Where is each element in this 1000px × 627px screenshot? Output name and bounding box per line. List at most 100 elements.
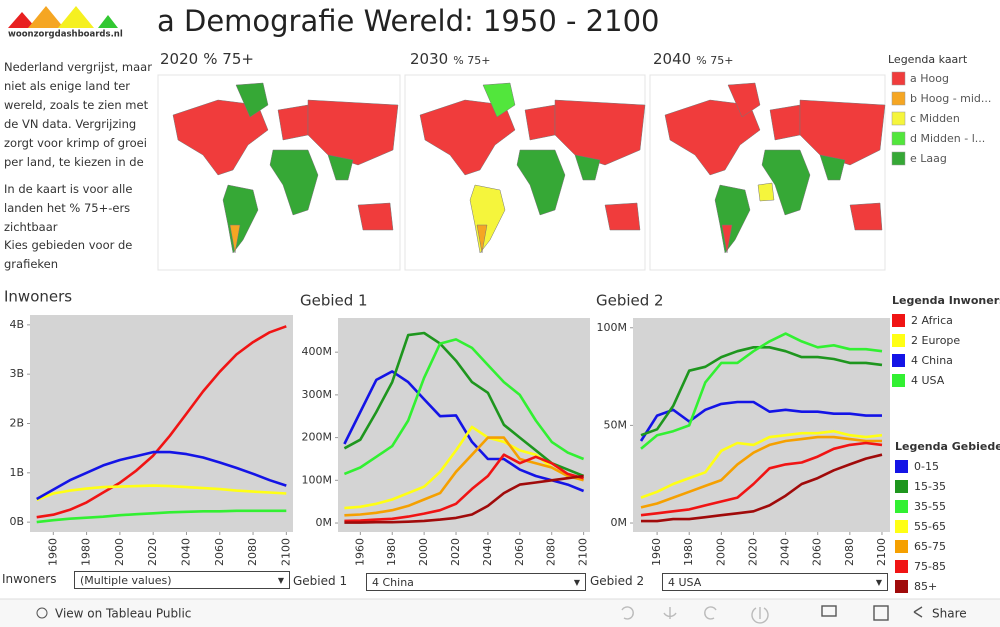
legend-swatch (891, 131, 906, 146)
download[interactable] (821, 605, 837, 617)
legend-label: 0-15 (914, 460, 939, 473)
x-tick-label: 2100 (577, 538, 590, 566)
legend-swatch (891, 111, 906, 126)
intro-text: In de kaart is voor alle landen het % 75… (4, 182, 133, 234)
refresh[interactable] (751, 607, 769, 624)
filter-label: Gebied 1 (293, 574, 348, 588)
legend-swatch (892, 374, 905, 387)
map-metric: % 75+ (203, 50, 254, 68)
filter-label: Gebied 2 (590, 574, 645, 588)
legend-label: 65-75 (914, 540, 946, 553)
share-icon[interactable] (913, 606, 923, 618)
legend-label: b Hoog - mid... (910, 92, 991, 105)
legend-swatch (892, 354, 905, 367)
x-tick-label: 2020 (449, 538, 462, 566)
plot-area (338, 318, 590, 532)
toolbar (0, 599, 1000, 627)
series-line (640, 429, 883, 499)
legend-label: e Laag (910, 152, 947, 165)
y-tick-label: 4B (9, 318, 24, 331)
legend-swatch (891, 71, 906, 86)
series-line (344, 436, 584, 517)
series-line (344, 453, 584, 523)
revert[interactable] (663, 607, 677, 619)
y-tick-label: 100M (597, 321, 628, 334)
view-link[interactable]: View on Tableau Public (55, 607, 191, 621)
legend-label: d Midden - l... (910, 132, 985, 145)
y-tick-label: 2B (9, 417, 24, 430)
x-tick-label: 2100 (279, 538, 292, 566)
y-tick-label: 100M (302, 473, 333, 486)
map-title: 2020 % 75+ (160, 49, 254, 68)
legend-swatch (895, 500, 908, 513)
y-tick-label: 200M (302, 431, 333, 444)
map-title: 2040 % 75+ (653, 49, 733, 68)
filter-dropdown[interactable]: 4 USA (662, 573, 888, 592)
legend-label: 2 Europe (911, 334, 960, 347)
y-tick-label: 400M (302, 345, 333, 358)
x-tick-label: 1980 (682, 538, 695, 566)
legend-swatch (895, 560, 908, 573)
legend-swatch (892, 314, 905, 327)
y-tick-label: 3B (9, 367, 24, 380)
x-tick-label: 2060 (513, 538, 526, 566)
legend-swatch (895, 520, 908, 533)
series-line (343, 370, 585, 493)
series-line (343, 331, 585, 478)
series-line (36, 450, 287, 501)
map-year: 2040 (653, 50, 692, 68)
series-line (343, 338, 585, 476)
series-line (641, 453, 883, 523)
map (157, 74, 401, 271)
legend-label: 15-35 (914, 480, 946, 493)
x-tick-label: 2000 (714, 538, 727, 566)
x-tick-label: 2080 (843, 538, 856, 566)
chart-title: Gebied 1 (300, 292, 368, 310)
filter-dropdown[interactable]: 4 China (366, 573, 586, 592)
map (649, 74, 886, 271)
x-tick-label: 2060 (213, 538, 226, 566)
series-line (639, 400, 882, 442)
share-button[interactable]: Share (932, 607, 967, 621)
legend-label: a Hoog (910, 72, 949, 85)
redo[interactable] (704, 606, 717, 620)
view-on-tableau[interactable]: View on Tableau Public (36, 607, 191, 621)
legend-swatch (895, 480, 908, 493)
legend-swatch (895, 580, 908, 593)
fullscreen[interactable] (873, 605, 889, 621)
x-tick-label: 1980 (385, 538, 398, 566)
x-tick-label: 2040 (481, 538, 494, 566)
legend-swatch (895, 540, 908, 553)
filter-label: Inwoners (2, 572, 57, 586)
x-tick-label: 2080 (246, 538, 259, 566)
legend-label: 75-85 (914, 560, 946, 573)
legend-title: Legenda Gebieden (895, 440, 1000, 453)
chart-title: Gebied 2 (596, 292, 664, 310)
undo[interactable] (621, 606, 634, 620)
y-tick-label: 0M (611, 516, 628, 529)
y-tick-label: 0B (9, 515, 24, 528)
logo: woonzorgdashboards.nl (8, 6, 123, 40)
filter-dropdown[interactable]: (Multiple values) (74, 571, 290, 590)
map (404, 74, 646, 271)
map-year: 2030 (410, 50, 449, 68)
x-tick-label: 2040 (779, 538, 792, 566)
y-tick-label: 300M (302, 388, 333, 401)
map-year: 2020 (160, 50, 199, 68)
legend-swatch (895, 460, 908, 473)
series-line (344, 474, 584, 524)
series-line (36, 484, 287, 502)
legend-label: 2 Africa (911, 314, 953, 327)
x-tick-label: 2000 (113, 538, 126, 566)
intro-text: Nederland vergrijst, maar niet als enige… (4, 60, 152, 176)
chart-title: Inwoners (4, 288, 72, 306)
y-tick-label: 50M (604, 418, 628, 431)
legend-swatch (892, 334, 905, 347)
legend-title: Legenda kaart (888, 53, 968, 66)
legend-label: 4 USA (911, 374, 945, 387)
x-tick-label: 1960 (650, 538, 663, 566)
legend-label: 85+ (914, 580, 937, 593)
series-line (36, 509, 287, 524)
legend-label: 35-55 (914, 500, 946, 513)
